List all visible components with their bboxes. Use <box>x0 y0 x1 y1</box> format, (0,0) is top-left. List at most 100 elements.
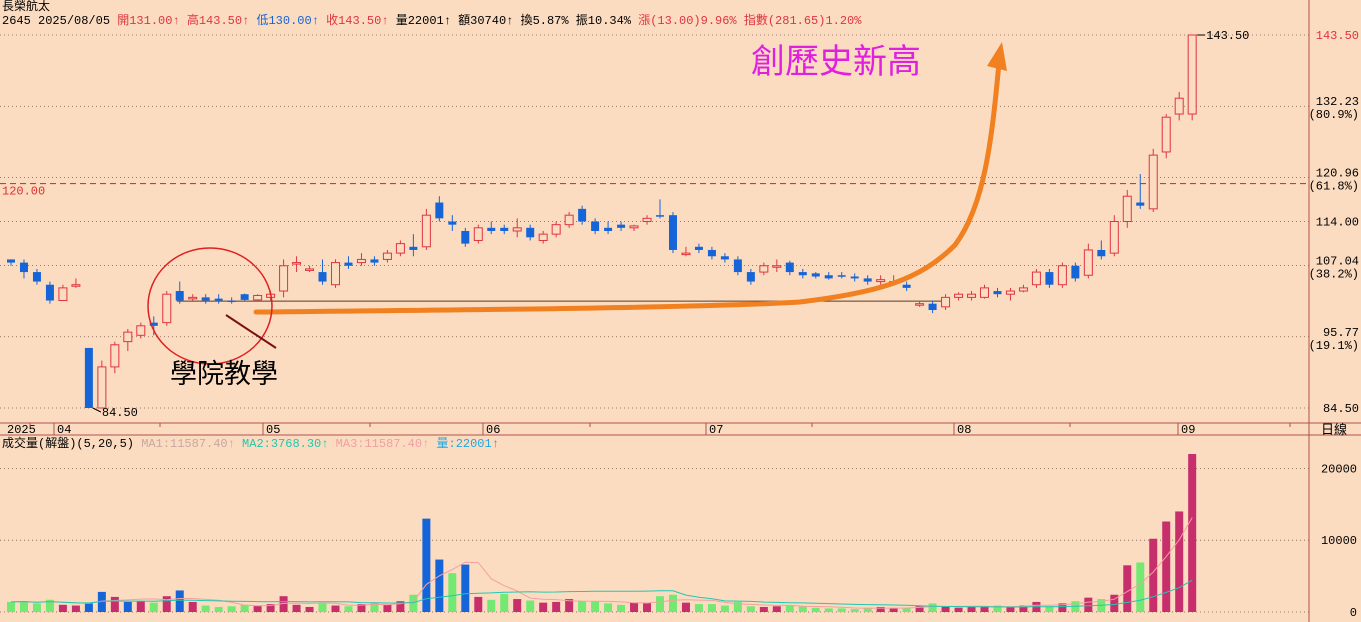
volume-value: 量22001↑ <box>395 14 451 28</box>
volume-bar <box>889 608 898 612</box>
volume-bar <box>58 604 67 612</box>
candle-body-up <box>1005 290 1015 295</box>
high-price: 高143.50↑ <box>186 14 250 28</box>
candle-body-down <box>993 291 1002 295</box>
candle-body-down <box>668 215 677 250</box>
candle-body-down <box>435 202 444 219</box>
candle-body-down <box>344 262 353 266</box>
volume-bar <box>1045 606 1054 612</box>
volume-bar <box>175 590 184 612</box>
candle-body-down <box>694 246 703 250</box>
quote-bar: 2645 2025/08/05 開131.00↑ 高143.50↑ 低130.0… <box>2 14 861 28</box>
quote-date: 2025/08/05 <box>38 14 111 28</box>
candle-body-down <box>850 276 859 279</box>
candle-body-down <box>448 221 457 225</box>
candle-body-down <box>733 259 742 273</box>
candle-body-down <box>902 284 911 288</box>
candle-body-up <box>382 252 392 260</box>
volume-bar <box>668 594 677 612</box>
volume-bar <box>902 607 911 612</box>
candle-body-up <box>253 294 263 301</box>
volume-bar <box>201 605 210 612</box>
volume-bar <box>1175 511 1184 612</box>
volume-bar <box>240 604 249 612</box>
price-tick-pct: (38.2%) <box>1309 268 1359 282</box>
academy-annotation: 學院教學 <box>170 359 278 392</box>
volume-ma3: MA3:11587.40↑ <box>335 437 430 451</box>
volume-bar <box>435 559 444 612</box>
price-tick-label: 95.77 <box>1323 326 1359 340</box>
volume-bar <box>1058 603 1067 612</box>
volume-bar <box>1110 594 1119 612</box>
volume-ma1: MA1:11587.40↑ <box>141 437 235 451</box>
volume-bar <box>656 596 664 612</box>
volume-bar <box>941 606 950 612</box>
date-axis-label: 2025 <box>7 423 36 437</box>
candle-body-down <box>240 294 249 300</box>
volume-bar <box>305 606 314 612</box>
candle-body-up <box>71 284 81 287</box>
candle-body-up <box>1018 287 1028 292</box>
candle-body-up <box>629 225 639 229</box>
volume-bar <box>565 599 574 612</box>
candle-body-up <box>331 262 340 286</box>
candle-body-down <box>7 259 15 263</box>
candle-body-down <box>409 246 418 250</box>
volume-bar <box>136 601 145 612</box>
volume-bar <box>422 518 431 612</box>
volume-bar <box>552 601 561 612</box>
volume-bar <box>123 601 132 612</box>
candle-body-up <box>564 214 574 226</box>
candle-body-down <box>318 272 327 282</box>
volume-bar <box>694 604 703 612</box>
candle-body-up <box>305 268 315 271</box>
price-tick-label: 84.50 <box>1323 402 1359 416</box>
candle-body-up <box>915 303 925 306</box>
candle-body-up <box>980 287 989 298</box>
volume-title: 成交量(解盤)(5,20,5) <box>2 437 135 451</box>
candle-body-down <box>928 303 937 311</box>
price-tick-pct: (19.1%) <box>1309 339 1359 353</box>
date-axis-label: 05 <box>266 423 280 437</box>
volume-bar <box>539 602 548 612</box>
candle-body-up <box>110 344 120 368</box>
price-tick-label: 114.00 <box>1316 216 1359 230</box>
candle-body-up <box>1187 34 1197 115</box>
volume-bar <box>370 602 379 612</box>
volume-bar <box>84 603 93 612</box>
reference-line-label: 120.00 <box>2 185 45 199</box>
volume-bar <box>396 601 405 612</box>
trend-arrow-head <box>987 42 1007 71</box>
index-value: 指數(281.65)1.20% <box>743 14 862 28</box>
volume-bar <box>1162 521 1171 612</box>
candle-body-down <box>500 227 509 231</box>
high-marker-label: 143.50 <box>1206 29 1249 43</box>
candle-body-up <box>642 217 652 223</box>
candle-body-up <box>538 233 548 241</box>
candle-body-up <box>356 258 366 264</box>
turnover-value: 換5.87% <box>520 14 569 28</box>
volume-bar <box>772 606 781 612</box>
volume-bar <box>71 605 80 612</box>
candle-body-up <box>58 287 68 302</box>
volume-bar <box>863 607 872 612</box>
candle-body-down <box>227 300 236 303</box>
candle-body-down <box>863 278 872 282</box>
volume-bar <box>604 603 613 612</box>
volume-bar <box>746 606 755 612</box>
volume-bar <box>928 603 937 612</box>
candle-body-up <box>292 262 302 265</box>
volume-bar <box>253 605 262 612</box>
volume-ma20-line <box>10 579 1193 608</box>
volume-bar <box>733 601 742 612</box>
volume-bar <box>850 609 859 612</box>
volume-bar <box>227 606 236 612</box>
low-marker-label: 84.50 <box>102 406 138 420</box>
volume-tick-label: 20000 <box>1321 462 1357 476</box>
candle-body-up <box>1161 116 1171 153</box>
candle-body-down <box>591 221 600 231</box>
candle-body-up <box>1057 265 1067 286</box>
candle-body-up <box>941 296 951 308</box>
